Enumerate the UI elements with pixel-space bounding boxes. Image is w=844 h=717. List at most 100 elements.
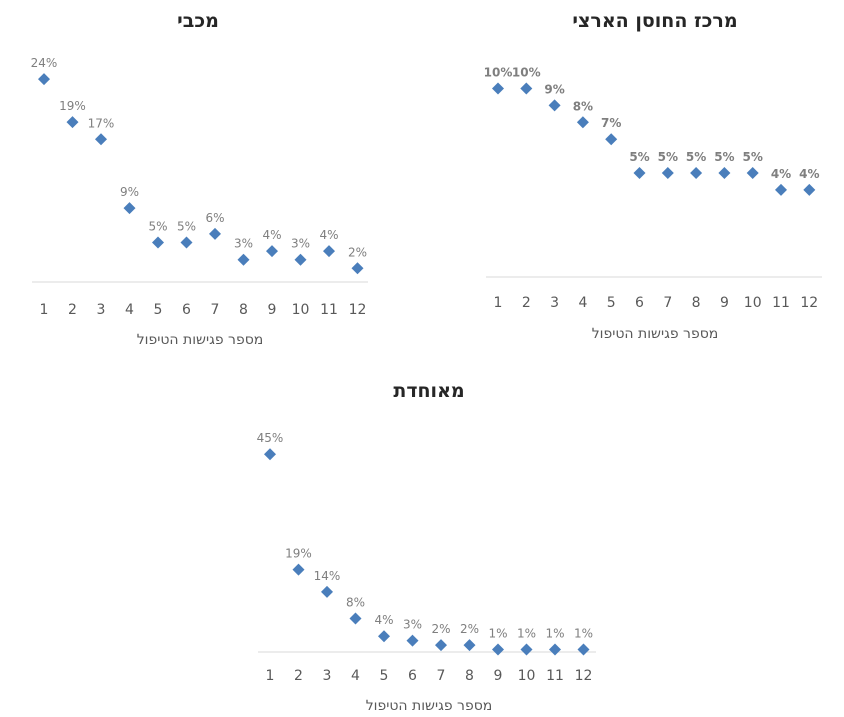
data-label: 5%: [743, 150, 763, 164]
chart-title: מאוחדת: [393, 380, 464, 402]
data-point: [180, 236, 193, 249]
data-point: [661, 167, 674, 179]
data-point: [746, 167, 759, 179]
data-label: 5%: [686, 150, 706, 164]
data-label: 5%: [177, 220, 196, 234]
data-label: 4%: [771, 167, 791, 181]
x-axis-label: מספר פגישות הטיפול: [366, 698, 493, 714]
x-tick-label: 2: [294, 668, 303, 684]
data-point: [209, 227, 221, 240]
x-tick-label: 4: [125, 302, 134, 318]
data-point: [264, 448, 276, 461]
x-tick-label: 10: [518, 668, 536, 684]
data-label: 1%: [545, 627, 564, 641]
x-tick-label: 6: [635, 295, 644, 311]
data-label: 10%: [512, 66, 541, 80]
chart-marks: 24% 1 19% 2 17% 3 9% 4 5% 5 5% 6 6% 7 3% 8 4% 9 3% 10 4% 11 2%…: [31, 56, 367, 318]
data-label: 5%: [658, 150, 678, 164]
data-label: 1%: [517, 627, 536, 641]
data-point: [690, 167, 703, 179]
chart-maccabi: מכבי מספר פגישות הטיפול 24% 1 19% 2 17% 3 9% 4 5…: [31, 10, 368, 348]
x-tick-label: 7: [437, 668, 446, 684]
data-label: 4%: [262, 228, 281, 242]
data-point: [406, 634, 419, 647]
x-tick-label: 5: [380, 668, 389, 684]
data-label: 6%: [205, 211, 224, 225]
data-point: [237, 253, 250, 266]
data-label: 5%: [714, 150, 734, 164]
data-label: 2%: [460, 622, 479, 636]
data-label: 7%: [601, 116, 621, 130]
x-tick-label: 12: [800, 295, 818, 311]
data-label: 1%: [574, 627, 593, 641]
data-label: 8%: [346, 595, 365, 609]
data-point: [152, 236, 164, 249]
data-point: [549, 643, 561, 656]
data-point: [294, 253, 307, 266]
x-tick-label: 10: [292, 302, 310, 318]
x-tick-label: 7: [663, 295, 672, 311]
data-label: 8%: [573, 99, 593, 113]
x-axis-label: מספר פגישות הטיפול: [592, 326, 719, 342]
data-label: 24%: [31, 56, 58, 70]
data-point: [605, 133, 618, 146]
data-point: [38, 73, 50, 86]
x-tick-label: 3: [97, 302, 106, 318]
data-label: 10%: [484, 66, 513, 80]
data-point: [548, 99, 561, 112]
data-label: 1%: [488, 627, 507, 641]
x-tick-label: 8: [239, 302, 248, 318]
data-point: [123, 202, 136, 215]
x-tick-label: 11: [546, 668, 564, 684]
data-label: 14%: [314, 569, 341, 583]
x-tick-label: 2: [522, 295, 531, 311]
data-point: [292, 563, 305, 576]
x-tick-label: 3: [550, 295, 559, 311]
x-tick-label: 9: [720, 295, 729, 311]
data-point: [266, 245, 278, 258]
x-tick-label: 4: [578, 295, 587, 311]
data-label: 4%: [319, 228, 338, 242]
x-tick-label: 10: [744, 295, 762, 311]
x-tick-label: 11: [772, 295, 790, 311]
x-tick-label: 1: [266, 668, 275, 684]
data-point: [577, 643, 590, 656]
data-point: [718, 167, 731, 179]
data-point: [378, 630, 390, 643]
data-label: 19%: [59, 99, 86, 113]
data-point: [321, 585, 333, 598]
x-tick-label: 12: [349, 302, 367, 318]
x-tick-label: 9: [494, 668, 503, 684]
x-tick-label: 5: [154, 302, 163, 318]
x-tick-label: 3: [323, 668, 332, 684]
chart-meuhedet: מאוחדת מספר פגישות הטיפול 45% 1 19% 2 14% 3 8%…: [257, 380, 596, 714]
chart-title: מכבי: [177, 10, 219, 32]
data-point: [520, 82, 533, 95]
data-point: [351, 262, 364, 275]
data-label: 3%: [234, 237, 253, 251]
data-label: 5%: [148, 220, 167, 234]
data-label: 4%: [374, 613, 393, 627]
data-label: 3%: [403, 618, 422, 632]
x-tick-label: 2: [68, 302, 77, 318]
x-axis-label: מספר פגישות הטיפול: [137, 332, 264, 348]
x-tick-label: 7: [211, 302, 220, 318]
data-label: 19%: [285, 547, 312, 561]
chart-national-resilience: מרכז החוסן הארצי מספר פגישות הטיפול 10%1…: [484, 10, 822, 342]
x-tick-label: 5: [607, 295, 616, 311]
x-tick-label: 6: [182, 302, 191, 318]
x-tick-label: 1: [40, 302, 49, 318]
x-tick-label: 4: [351, 668, 360, 684]
x-tick-label: 11: [320, 302, 338, 318]
data-label: 2%: [431, 622, 450, 636]
data-label: 9%: [120, 185, 139, 199]
data-point: [520, 643, 533, 656]
data-label: 9%: [544, 82, 564, 96]
data-point: [349, 612, 362, 625]
x-tick-label: 6: [408, 668, 417, 684]
data-label: 3%: [291, 237, 310, 251]
data-label: 45%: [257, 431, 284, 445]
x-tick-label: 8: [692, 295, 701, 311]
data-point: [492, 643, 504, 656]
